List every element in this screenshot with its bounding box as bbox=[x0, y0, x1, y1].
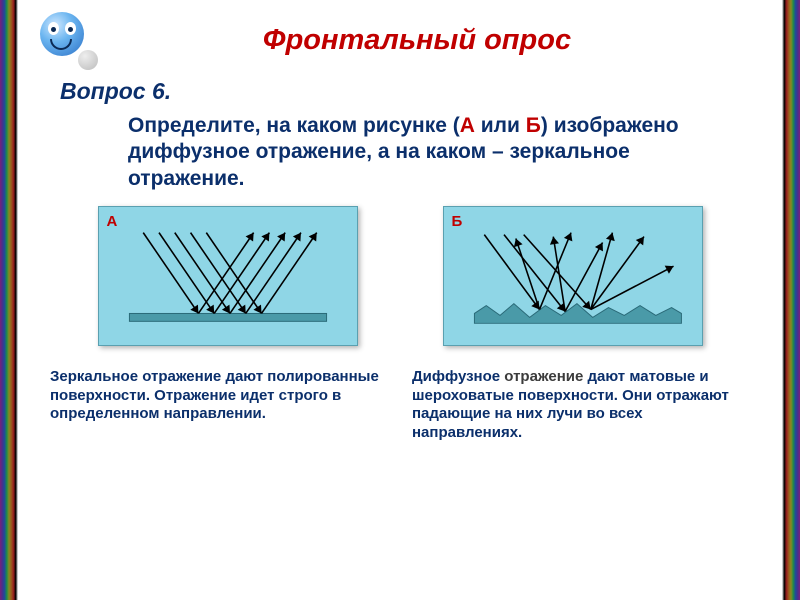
option-b-letter: Б bbox=[526, 114, 541, 137]
option-a-letter: А bbox=[460, 114, 475, 137]
diagrams-row: А Б bbox=[70, 206, 730, 346]
caption-a: Зеркальное отражение дают полированные п… bbox=[50, 368, 388, 443]
header: Фронтальный опрос bbox=[40, 12, 760, 68]
diagram-a: А bbox=[98, 206, 358, 346]
slide-title: Фронтальный опрос bbox=[114, 24, 760, 57]
diagram-a-svg bbox=[99, 207, 357, 345]
q-mid: или bbox=[475, 114, 526, 137]
rainbow-frame-right bbox=[782, 0, 800, 600]
question-text: Определите, на каком рисунке (А или Б) и… bbox=[128, 113, 740, 192]
caption-b: Диффузное отражение дают матовые и шерох… bbox=[412, 368, 750, 443]
caption-b-word: отражение bbox=[504, 368, 583, 385]
caption-b-lead: Диффузное bbox=[412, 368, 504, 385]
question-number: Вопрос 6. bbox=[60, 78, 760, 105]
smiley-icon bbox=[40, 12, 96, 68]
slide-content: Фронтальный опрос Вопрос 6. Определите, … bbox=[18, 0, 782, 600]
diagram-b-svg bbox=[444, 207, 702, 345]
q-pre: Определите, на каком рисунке ( bbox=[128, 114, 460, 137]
diagram-b: Б bbox=[443, 206, 703, 346]
captions-row: Зеркальное отражение дают полированные п… bbox=[50, 368, 750, 443]
rainbow-frame-left bbox=[0, 0, 18, 600]
